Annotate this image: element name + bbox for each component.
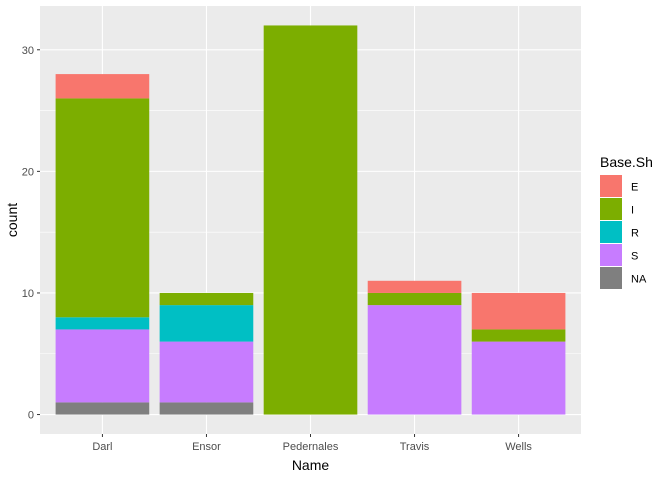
y-tick-label: 20 [22,166,34,178]
bar-darl-r [55,317,150,330]
bar-ensor-na [159,402,254,415]
bar-pedernales-i [263,25,358,415]
bar-ensor-s [159,341,254,403]
bar-travis-s [367,305,462,415]
x-tick-label-pedernales: Pedernales [283,441,339,453]
bar-travis-i [367,292,462,306]
bar-wells-e [471,292,566,330]
legend-label-na: NA [631,274,647,286]
x-axis: Darl Ensor Pedernales Travis Wells [92,434,532,453]
bars-layer [55,25,566,415]
x-tick-label-ensor: Ensor [192,441,221,453]
legend-key-i [600,198,622,220]
y-tick-label: 0 [28,410,34,422]
legend-key-e [600,175,622,197]
bar-darl-i [55,98,150,318]
bar-travis-e [367,280,462,293]
y-axis-title: count [4,203,20,237]
legend-label-i: I [631,205,634,217]
y-tick-label: 30 [22,45,34,57]
bar-ensor-r [159,305,254,342]
legend-key-r [600,221,622,243]
legend-title: Base.Sh [600,154,653,170]
bar-darl-e [55,74,150,99]
bar-darl-na [55,402,150,415]
bar-darl-s [55,329,150,403]
bar-wells-i [471,329,566,342]
bar-ensor-i [159,292,254,306]
bar-wells-s [471,341,566,415]
x-tick-label-darl: Darl [92,441,112,453]
x-axis-title: Name [292,457,330,473]
legend-label-e: E [631,182,638,194]
x-tick-label-travis: Travis [400,441,430,453]
legend-key-s [600,244,622,266]
x-tick-label-wells: Wells [505,441,532,453]
legend-label-s: S [631,251,638,263]
y-tick-label: 10 [22,288,34,300]
legend-key-na [600,267,622,289]
legend-label-r: R [631,228,639,240]
y-axis: 0 10 20 30 [22,45,40,422]
